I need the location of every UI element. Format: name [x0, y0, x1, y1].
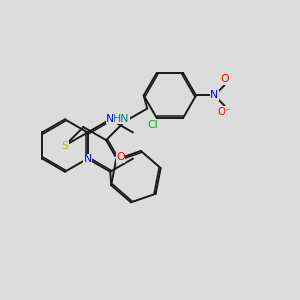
Text: O: O: [116, 152, 125, 163]
Text: Cl: Cl: [147, 120, 158, 130]
Text: O⁻: O⁻: [218, 106, 231, 117]
Text: O: O: [220, 74, 229, 84]
Text: N: N: [106, 114, 114, 124]
Text: S: S: [61, 140, 68, 151]
Text: N: N: [210, 91, 218, 100]
Text: HN: HN: [113, 114, 130, 124]
Text: N: N: [83, 154, 92, 164]
